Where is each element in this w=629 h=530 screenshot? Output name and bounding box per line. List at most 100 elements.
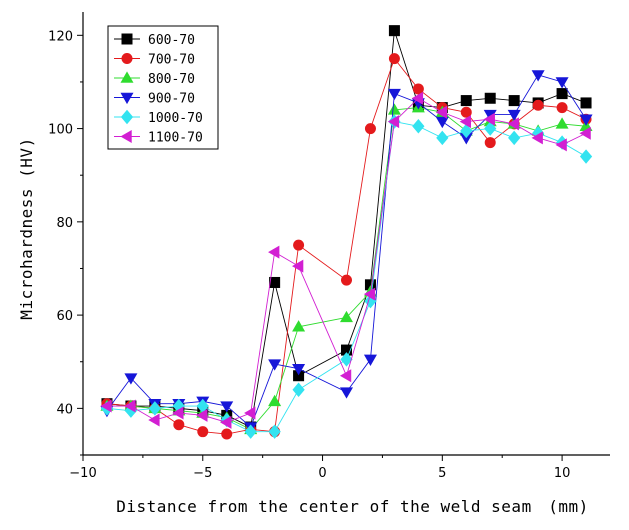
data-point — [268, 424, 281, 439]
series-line — [106, 107, 587, 430]
data-point — [339, 369, 352, 383]
data-point — [197, 426, 209, 438]
data-point — [340, 310, 353, 323]
data-point — [244, 406, 256, 420]
legend-label: 600-70 — [148, 33, 195, 48]
data-point — [555, 117, 569, 129]
data-point — [292, 364, 306, 376]
legend-marker — [121, 33, 133, 45]
data-point — [556, 88, 568, 100]
data-point — [579, 114, 593, 126]
data-point — [268, 359, 282, 371]
x-tick-label: 10 — [554, 466, 571, 481]
data-point — [173, 419, 185, 431]
legend-label: 900-70 — [148, 92, 195, 107]
data-point — [531, 70, 545, 82]
data-point — [508, 95, 520, 107]
data-point — [148, 401, 161, 416]
data-point — [292, 259, 304, 273]
y-axis-title: Microhardness (HV) — [17, 137, 36, 319]
legend-label: 800-70 — [148, 72, 195, 87]
data-point — [220, 415, 232, 429]
x-tick-label: −5 — [193, 466, 212, 481]
data-point — [340, 274, 352, 286]
series-800-70 — [100, 101, 593, 435]
x-tick-label: −10 — [69, 466, 96, 481]
data-point — [387, 103, 401, 115]
y-tick-label: 120 — [48, 29, 73, 44]
data-point — [459, 115, 471, 129]
data-point — [508, 130, 521, 146]
data-point — [580, 97, 592, 109]
data-point — [460, 123, 473, 139]
data-point — [124, 373, 138, 385]
data-point — [340, 387, 353, 399]
data-point — [460, 106, 472, 118]
data-point — [411, 91, 424, 105]
legend-label: 700-70 — [148, 53, 195, 68]
data-point — [436, 130, 449, 146]
x-axis-title: Distance from the center of the weld sea… — [116, 497, 588, 516]
legend-marker — [120, 71, 134, 83]
data-point — [268, 245, 280, 259]
y-tick-label: 60 — [56, 309, 73, 324]
data-point — [221, 428, 233, 440]
legend-label: 1100-70 — [148, 131, 203, 146]
data-point — [532, 99, 544, 111]
data-point — [388, 53, 400, 65]
legend-marker — [121, 52, 133, 64]
legend-label: 1000-70 — [148, 111, 203, 126]
data-point — [555, 77, 569, 89]
legend: 600-70 700-70 800-70 900-70 1000-70 1100-70 — [107, 25, 219, 150]
data-point — [579, 126, 591, 140]
x-tick-label: 0 — [318, 466, 326, 481]
data-point — [148, 413, 160, 427]
legend-marker — [120, 109, 134, 125]
data-point — [484, 92, 496, 104]
data-point — [507, 117, 519, 131]
data-point — [244, 424, 257, 439]
data-point — [387, 88, 401, 101]
series-layer — [100, 25, 593, 440]
series-1100-70 — [100, 91, 591, 429]
data-point — [484, 137, 496, 149]
data-point — [172, 406, 184, 420]
data-point — [340, 352, 353, 367]
data-point — [460, 95, 472, 107]
data-point — [363, 287, 376, 301]
data-point — [293, 239, 305, 251]
data-point — [388, 25, 400, 37]
legend-box — [107, 25, 219, 150]
data-point — [292, 382, 305, 397]
data-point — [531, 131, 543, 145]
y-tick-label: 40 — [56, 402, 73, 417]
data-point — [435, 105, 448, 119]
x-tick-label: 5 — [438, 466, 446, 481]
data-point — [220, 401, 234, 413]
data-point — [435, 116, 449, 129]
data-point — [556, 102, 568, 114]
data-point — [292, 320, 306, 332]
data-point — [100, 399, 112, 413]
legend-marker — [120, 130, 132, 143]
data-point — [412, 119, 425, 134]
axes — [82, 12, 610, 456]
data-point — [196, 408, 208, 422]
data-point — [412, 83, 424, 95]
data-point — [483, 112, 495, 126]
ticks: −10 −5 0 5 10 40 60 80 100 120 — [48, 29, 570, 481]
data-point — [579, 149, 593, 164]
data-point — [268, 394, 282, 407]
data-point — [269, 276, 281, 288]
data-point — [364, 123, 376, 135]
data-point — [363, 354, 377, 366]
data-point — [387, 115, 400, 129]
y-tick-label: 80 — [56, 216, 73, 231]
y-tick-label: 100 — [48, 123, 73, 138]
data-point — [555, 138, 567, 152]
data-point — [507, 109, 521, 122]
data-point — [124, 399, 136, 413]
legend-marker — [120, 92, 134, 105]
data-point — [484, 121, 497, 136]
